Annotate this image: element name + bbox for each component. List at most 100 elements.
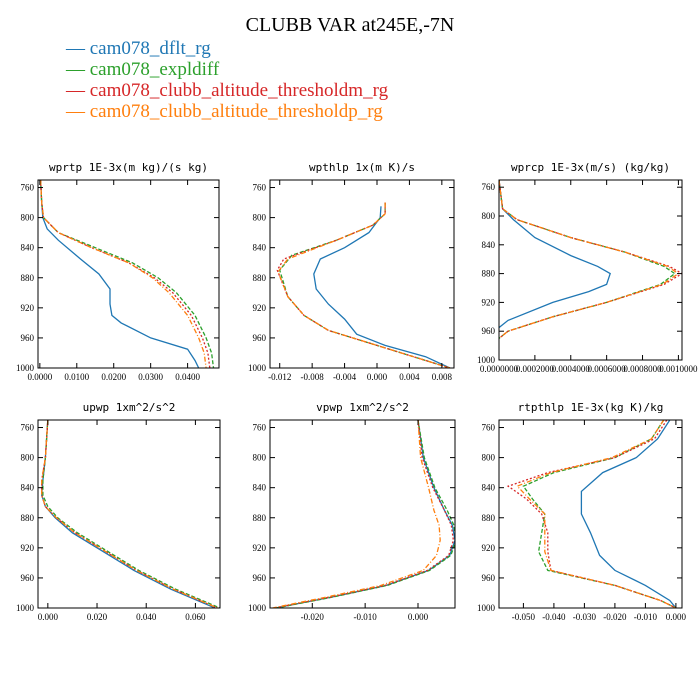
legend-item-dflt: — cam078_dflt_rg — [66, 38, 388, 59]
y-tick-label: 1000 — [477, 603, 496, 613]
x-tick-label: 0.020 — [87, 612, 108, 622]
legend-label: cam078_clubb_altitude_thresholdp_rg — [89, 101, 383, 122]
panel-title: wprtp 1E-3x(m kg)/(s kg) — [49, 161, 208, 174]
x-tick-label: 0.000 — [38, 612, 59, 622]
series-line — [39, 180, 200, 368]
y-tick-label: 1000 — [248, 603, 267, 613]
series-line — [499, 180, 682, 339]
series-line — [580, 420, 677, 608]
x-tick-label: 0.0000 — [27, 372, 52, 382]
legend-label: cam078_clubb_altitude_thresholdm_rg — [89, 80, 389, 101]
plot-frame — [37, 419, 221, 609]
y-tick-label: 800 — [21, 453, 35, 463]
series-line — [41, 420, 218, 608]
y-tick-label: 880 — [253, 513, 267, 523]
x-tick-label: 0.0400 — [175, 372, 200, 382]
y-tick-label: 880 — [482, 513, 496, 523]
y-tick-label: 800 — [482, 453, 496, 463]
y-tick-label: 760 — [253, 423, 267, 433]
series-line — [39, 180, 211, 368]
x-tick-label: 0.0300 — [138, 372, 163, 382]
series-group — [272, 420, 455, 608]
x-tick-label: 0.008 — [432, 372, 453, 382]
x-tick-label: -0.010 — [634, 612, 658, 622]
legend-dash: — — [66, 38, 90, 59]
y-tick-label: 840 — [21, 483, 35, 493]
series-line — [522, 420, 677, 608]
y-tick-label: 840 — [21, 243, 35, 253]
y-tick-label: 760 — [21, 423, 35, 433]
legend: — cam078_dflt_rg — cam078_expldiff — cam… — [66, 38, 388, 122]
x-tick-label: 0.0006000 — [588, 364, 627, 374]
y-tick-label: 760 — [482, 423, 496, 433]
y-tick-label: 800 — [482, 211, 496, 221]
y-tick-label: 920 — [253, 303, 267, 313]
plot-frame — [269, 179, 455, 369]
y-tick-label: 800 — [253, 453, 267, 463]
y-tick-label: 920 — [482, 297, 496, 307]
y-tick-label: 960 — [253, 573, 267, 583]
plot-frame — [269, 419, 456, 609]
chart-panel: wprtp 1E-3x(m kg)/(s kg) 760 800 840 880 920 9… — [16, 161, 220, 382]
x-tick-label: 0.0010000 — [659, 364, 698, 374]
y-tick-label: 920 — [482, 543, 496, 553]
plot-frame — [498, 419, 683, 609]
series-line — [499, 180, 680, 339]
chart-panel: rtpthlp 1E-3x(kg K)/kg 760 800 840 880 920 960… — [477, 401, 687, 622]
series-line — [313, 206, 451, 368]
y-tick-label: 920 — [253, 543, 267, 553]
chart-panel: wpthlp 1x(m K)/s7608008408809209601000-0… — [248, 161, 455, 382]
y-tick-label: 880 — [253, 273, 267, 283]
y-tick-label: 840 — [253, 483, 267, 493]
series-line — [39, 180, 215, 368]
plot-frame — [37, 179, 220, 369]
x-tick-label: 0.0200 — [101, 372, 126, 382]
panel-title: vpwp 1xm^2/s^2 — [316, 401, 409, 414]
y-tick-label: 840 — [253, 243, 267, 253]
y-tick-label: 880 — [482, 269, 496, 279]
y-tick-label: 960 — [21, 573, 35, 583]
legend-item-thresholdp: — cam078_clubb_altitude_thresholdp_rg — [66, 101, 388, 122]
x-tick-label: 0.000 — [666, 612, 687, 622]
y-tick-label: 880 — [21, 273, 35, 283]
series-line — [516, 420, 677, 608]
x-tick-label: -0.040 — [542, 612, 566, 622]
series-line — [274, 420, 455, 608]
panel-title: upwp 1xm^2/s^2 — [83, 401, 176, 414]
series-group — [276, 202, 451, 368]
series-group — [39, 180, 215, 368]
x-tick-label: -0.050 — [512, 612, 536, 622]
x-tick-label: -0.020 — [603, 612, 627, 622]
series-line — [277, 202, 451, 368]
panel-title: wpthlp 1x(m K)/s — [309, 161, 415, 174]
x-tick-label: 0.0100 — [64, 372, 89, 382]
y-tick-label: 880 — [21, 513, 35, 523]
figure-title: CLUBB VAR at245E,-7N — [245, 14, 455, 36]
legend-label: cam078_dflt_rg — [89, 38, 211, 59]
legend-dash: — — [66, 80, 90, 101]
series-line — [276, 202, 451, 368]
y-tick-label: 960 — [253, 333, 267, 343]
x-tick-label: -0.030 — [573, 612, 597, 622]
legend-item-expldiff: — cam078_expldiff — [66, 59, 388, 80]
plot-frame — [498, 179, 683, 361]
x-tick-label: 0.0000000 — [480, 364, 519, 374]
series-line — [499, 180, 611, 329]
y-tick-label: 840 — [482, 240, 496, 250]
chart-panel: wprcp 1E-3x(m/s) (kg/kg) 760 800 840 880 920 9… — [477, 161, 698, 374]
legend-dash: — — [66, 59, 90, 80]
series-line — [276, 420, 455, 608]
legend-item-thresholdm: — cam078_clubb_altitude_thresholdm_rg — [66, 80, 388, 101]
series-line — [275, 420, 455, 608]
x-tick-label: -0.004 — [333, 372, 357, 382]
series-group — [499, 180, 682, 339]
x-tick-label: 0.040 — [136, 612, 157, 622]
y-tick-label: 760 — [253, 183, 267, 193]
y-tick-label: 920 — [21, 543, 35, 553]
series-line — [39, 180, 207, 368]
x-tick-label: -0.010 — [354, 612, 378, 622]
x-tick-label: -0.012 — [268, 372, 291, 382]
y-tick-label: 760 — [21, 183, 35, 193]
